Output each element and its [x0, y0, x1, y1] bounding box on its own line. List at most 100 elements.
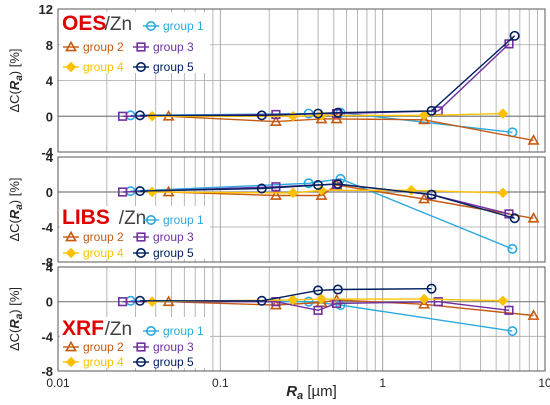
legend-text: group 2	[83, 40, 124, 54]
legend-text: group 5	[153, 60, 194, 74]
data-point	[332, 107, 343, 118]
legend-entry: group 2	[63, 230, 124, 244]
legend-text: group 2	[83, 230, 124, 244]
y-tick-label: -8	[41, 364, 53, 379]
legend-background	[60, 12, 210, 73]
legend-entry: group 4	[63, 246, 124, 260]
data-point	[426, 283, 437, 294]
legend-text: group 4	[83, 246, 124, 260]
legend-text: group 1	[163, 324, 204, 338]
data-point	[418, 113, 431, 125]
x-axis-label: Ra [µm]	[286, 383, 337, 402]
panel-libs: -8 -4 0 4 ΔC(Ra) [%] LIBS/Zn group 1 group 2 gro…	[7, 150, 546, 270]
y-axis-label-prefix: ΔC(	[7, 218, 22, 241]
data-point	[426, 189, 437, 200]
legend-text: group 3	[153, 40, 194, 54]
data-point	[509, 213, 520, 224]
data-point	[405, 184, 417, 196]
data-point	[117, 111, 128, 121]
data-point	[303, 178, 314, 189]
data-point	[313, 180, 324, 191]
legend-marker	[65, 230, 77, 242]
panel-label: XRF	[62, 317, 104, 340]
data-point	[117, 187, 128, 197]
y-tick-label: -4	[41, 220, 53, 235]
data-point	[527, 212, 540, 223]
y-axis-label-suffix: ) [%]	[7, 177, 22, 204]
plot-frame	[57, 266, 546, 372]
legend-entry: group 1	[143, 213, 204, 227]
matrix-label: /Zn	[105, 319, 132, 340]
y-tick-label: 4	[46, 74, 54, 89]
legend-text: group 4	[83, 355, 124, 369]
series-line	[140, 288, 432, 302]
y-tick-label: -8	[41, 255, 53, 270]
data-point	[418, 192, 431, 204]
legend-marker	[65, 356, 77, 368]
legend-marker	[65, 340, 77, 352]
legend-entry: group 1	[143, 19, 204, 33]
legend-text: group 1	[163, 213, 204, 227]
legend-marker	[146, 215, 157, 226]
data-point	[497, 187, 509, 199]
y-tick-label: -4	[41, 329, 53, 344]
legend-marker	[136, 248, 147, 259]
data-point	[256, 295, 267, 306]
data-point	[332, 284, 343, 295]
y-axis-label-sub: a	[14, 204, 25, 210]
legend-marker	[136, 342, 146, 352]
data-point	[313, 305, 323, 315]
y-tick-label: 4	[46, 260, 54, 275]
legend-entry: group 5	[133, 60, 194, 74]
y-axis-label-suffix: ) [%]	[7, 287, 22, 314]
legend: LIBS/Zn group 1 group 2 group 3 group 4 group…	[60, 206, 210, 260]
data-point	[135, 110, 146, 121]
legend-entry: group 5	[133, 246, 194, 260]
y-axis-label-var: R	[7, 209, 22, 219]
y-axis-label-sub: a	[14, 313, 25, 319]
y-axis-label-var: R	[7, 319, 22, 329]
legend-text: group 1	[163, 19, 204, 33]
y-axis-label-prefix: ΔC(	[7, 328, 22, 351]
y-axis-label-var: R	[7, 80, 22, 90]
data-point	[287, 187, 299, 199]
series-line	[168, 115, 534, 142]
data-point	[269, 115, 282, 127]
series-group-1	[125, 173, 518, 254]
data-point	[497, 108, 509, 119]
y-tick-label: 0	[46, 185, 53, 200]
x-axis-label-var: R	[286, 383, 297, 400]
legend-marker	[136, 42, 146, 52]
y-axis-label: ΔC(Ra) [%]	[7, 177, 25, 241]
data-point	[303, 296, 314, 307]
x-tick-label: 10	[538, 376, 550, 390]
y-tick-label: -4	[41, 145, 53, 160]
y-tick-label: 0	[46, 109, 53, 124]
legend-entry: group 4	[63, 355, 124, 369]
legend-text: group 5	[153, 246, 194, 260]
data-point	[135, 295, 146, 306]
legend-entry: group 3	[133, 40, 194, 54]
y-tick-label: 12	[39, 2, 53, 17]
data-point	[418, 298, 431, 309]
y-axis-label: ΔC(Ra) [%]	[7, 287, 25, 351]
legend-text: group 3	[153, 340, 194, 354]
series-line	[139, 183, 515, 219]
legend: OES/Zn group 1 group 2 group 3 group 4 group …	[60, 12, 210, 74]
legend-marker	[136, 356, 147, 367]
legend-marker	[65, 61, 77, 73]
x-tick-label: 0.1	[212, 376, 229, 390]
legend-background	[60, 206, 210, 259]
series-group-5	[135, 179, 520, 224]
data-point	[507, 243, 518, 254]
legend-entry: group 5	[133, 355, 194, 369]
y-axis-label: ΔC(Ra) [%]	[7, 48, 25, 112]
data-point	[269, 298, 282, 310]
y-axis-label-sub: a	[14, 75, 25, 81]
data-point	[527, 134, 540, 145]
x-tick-label: 0.01	[46, 376, 70, 390]
y-axis-label-suffix: ) [%]	[7, 48, 22, 75]
data-point	[418, 293, 430, 305]
data-point	[315, 189, 328, 200]
